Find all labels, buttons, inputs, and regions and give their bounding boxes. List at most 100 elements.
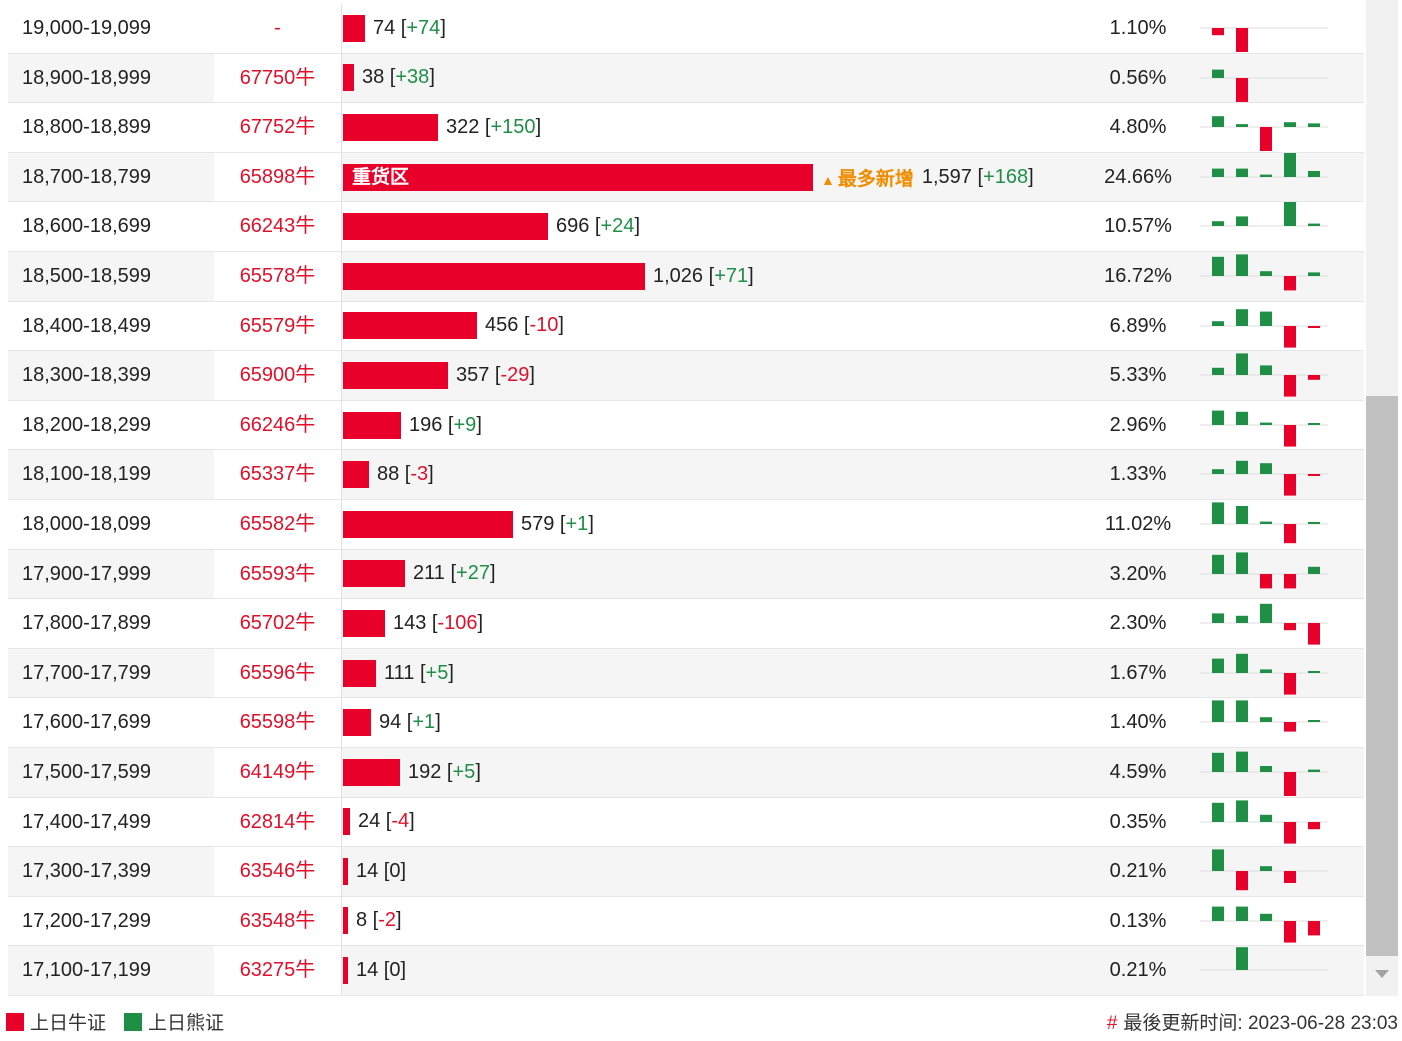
sparkline-bar bbox=[1260, 669, 1272, 673]
count-change: -3 bbox=[410, 463, 429, 486]
count-change: +27 bbox=[456, 562, 490, 585]
percentage: 0.21% bbox=[1109, 959, 1167, 982]
warrant-code-link[interactable]: 66243牛 bbox=[239, 215, 316, 238]
count-number: 88 bbox=[377, 463, 400, 486]
code-cell-bg bbox=[214, 202, 341, 251]
count-change: +38 bbox=[395, 66, 430, 89]
distribution-table: 19,000-19,099 - 74 [+74] 1.10% 18,900-18,999… bbox=[8, 4, 1364, 996]
scrollbar-thumb[interactable] bbox=[1366, 396, 1398, 956]
bar-cell: 192 [+5] bbox=[343, 748, 481, 797]
scrollbar[interactable] bbox=[1366, 0, 1398, 996]
warrant-code-link[interactable]: 64149牛 bbox=[239, 760, 316, 783]
sparkline-bar bbox=[1236, 751, 1248, 772]
bar-cell: 111 [+5] bbox=[343, 649, 454, 698]
sparkline-bar bbox=[1308, 769, 1320, 772]
code-cell-bg bbox=[214, 698, 341, 747]
percentage: 1.67% bbox=[1109, 661, 1167, 684]
price-range: 18,300-18,399 bbox=[22, 364, 152, 387]
count-change: -29 bbox=[500, 363, 530, 386]
column-divider bbox=[341, 53, 342, 103]
scroll-down-arrow-icon[interactable] bbox=[1375, 970, 1389, 978]
warrant-code-link[interactable]: 65337牛 bbox=[239, 463, 316, 486]
table-row: 17,800-17,899 65702牛 143 [-106] 2.30% bbox=[8, 599, 1364, 649]
count-change: +9 bbox=[453, 413, 477, 436]
sparkline-bar bbox=[1212, 221, 1224, 227]
warrant-code-link[interactable]: 65598牛 bbox=[239, 711, 316, 734]
sparkline-bar bbox=[1308, 123, 1320, 128]
history-sparkline bbox=[1200, 502, 1328, 544]
percentage: 4.80% bbox=[1109, 116, 1167, 139]
table-row: 17,100-17,199 63275牛 14 [0] 0.21% bbox=[8, 946, 1364, 996]
warrant-code-link[interactable]: 67752牛 bbox=[239, 116, 316, 139]
sparkline-bar bbox=[1212, 256, 1224, 276]
warrant-code-link[interactable]: 66246牛 bbox=[239, 413, 316, 436]
column-divider bbox=[341, 450, 342, 499]
warrant-code-link[interactable]: 67750牛 bbox=[239, 66, 316, 89]
bar-cell: 696 [+24] bbox=[343, 202, 640, 251]
history-sparkline bbox=[1200, 700, 1328, 732]
sparkline-bar bbox=[1260, 521, 1272, 524]
history-sparkline bbox=[1200, 308, 1328, 348]
warrant-code-link[interactable]: 63548牛 bbox=[239, 909, 316, 932]
warrant-code-link[interactable]: 65898牛 bbox=[239, 165, 316, 188]
price-range: 17,300-17,399 bbox=[22, 860, 152, 883]
sparkline-bar bbox=[1212, 28, 1224, 36]
history-sparkline bbox=[1200, 653, 1328, 695]
table-row: 17,900-17,999 65593牛 211 [+27] 3.20% bbox=[8, 549, 1364, 600]
heavy-zone-label: 重货区 bbox=[352, 166, 410, 188]
code-cell-bg bbox=[214, 103, 341, 152]
warrant-code-link[interactable]: - bbox=[274, 17, 281, 39]
column-divider bbox=[341, 351, 342, 400]
sparkline-bar bbox=[1236, 799, 1248, 822]
percentage: 0.35% bbox=[1109, 810, 1167, 833]
sparkline-bar bbox=[1260, 311, 1272, 326]
count-change: +1 bbox=[412, 711, 436, 734]
count-value: 14 [0] bbox=[356, 859, 407, 882]
count-bar bbox=[343, 957, 348, 985]
table-row: 17,600-17,699 65598牛 94 [+1] 1.40% bbox=[8, 698, 1364, 748]
price-range: 18,400-18,499 bbox=[22, 314, 152, 337]
count-value: 111 [+5] bbox=[384, 661, 454, 684]
count-number: 322 bbox=[446, 115, 480, 138]
percentage: 6.89% bbox=[1109, 314, 1167, 337]
percentage: 1.10% bbox=[1109, 17, 1167, 39]
warrant-code-link[interactable]: 62814牛 bbox=[239, 810, 316, 833]
sparkline-bar bbox=[1212, 116, 1224, 128]
triangle-up-icon: ▲ bbox=[821, 171, 835, 188]
warrant-code-link[interactable]: 65578牛 bbox=[239, 264, 316, 287]
warrant-code-link[interactable]: 65900牛 bbox=[239, 364, 316, 387]
table-row: 19,000-19,099 - 74 [+74] 1.10% bbox=[8, 4, 1364, 54]
sparkline-bar bbox=[1284, 623, 1296, 631]
warrant-code-link[interactable]: 65596牛 bbox=[239, 661, 316, 684]
sparkline-bar bbox=[1260, 603, 1272, 624]
bull-legend-swatch bbox=[6, 1012, 24, 1031]
count-value: 74 [+74] bbox=[373, 16, 446, 39]
warrant-code-link[interactable]: 65579牛 bbox=[239, 314, 316, 337]
updated-time: 2023-06-28 23:03 bbox=[1247, 1013, 1398, 1034]
warrant-code-link[interactable]: 63546牛 bbox=[239, 860, 316, 883]
count-number: 456 bbox=[485, 314, 519, 337]
warrant-code-link[interactable]: 65593牛 bbox=[239, 562, 316, 585]
count-bar bbox=[343, 64, 354, 92]
code-cell-bg bbox=[214, 797, 341, 847]
count-number: 143 bbox=[393, 611, 427, 634]
count-value: 322 [+150] bbox=[446, 115, 542, 138]
price-range: 17,900-17,999 bbox=[22, 562, 152, 585]
code-cell-bg bbox=[214, 351, 341, 400]
count-bar bbox=[343, 857, 348, 885]
sparkline-bar bbox=[1236, 700, 1248, 723]
count-value: 211 [+27] bbox=[413, 562, 496, 585]
warrant-code-link[interactable]: 65582牛 bbox=[239, 512, 316, 535]
warrant-code-link[interactable]: 63275牛 bbox=[239, 959, 316, 982]
bar-cell: 重货区 ▲ 最多新增 1,597 [+168] bbox=[343, 153, 1034, 202]
sparkline-bar bbox=[1308, 521, 1320, 524]
count-value: 196 [+9] bbox=[409, 413, 482, 436]
code-cell-bg bbox=[214, 152, 341, 202]
percentage: 0.56% bbox=[1109, 66, 1167, 89]
table-row: 18,500-18,599 65578牛 1,026 [+71] 16.72% bbox=[8, 251, 1364, 302]
price-range: 17,700-17,799 bbox=[22, 661, 152, 684]
sparkline-bar bbox=[1308, 272, 1320, 276]
warrant-code-link[interactable]: 65702牛 bbox=[239, 612, 316, 635]
sparkline-bar bbox=[1236, 308, 1248, 326]
table-row: 18,000-18,099 65582牛 579 [+1] 11.02% bbox=[8, 499, 1364, 550]
